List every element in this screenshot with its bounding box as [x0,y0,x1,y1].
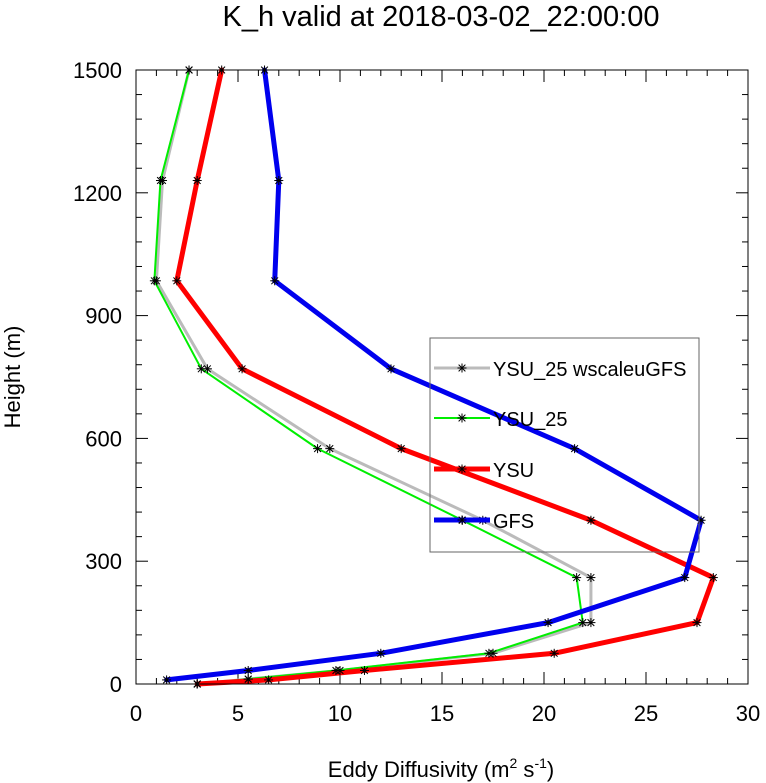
x-tick-label: 0 [130,701,142,726]
data-point-marker [680,573,690,583]
legend-marker [457,515,467,525]
legend-item: GFS [434,511,534,533]
data-point-marker [484,648,494,658]
chart-title: K_h valid at 2018-03-02_22:00:00 [223,1,660,33]
data-point-marker [313,444,323,454]
legend-box [429,337,700,553]
legend-marker [457,464,467,474]
y-tick-labels: 0 300 600 900 1200 1500 [73,58,122,697]
legend-item: YSU_25 wscaleuGFS [434,359,686,381]
y-tick-label: 600 [85,426,122,451]
legend-marker [457,363,467,373]
data-point-marker [586,573,596,583]
data-point-marker [325,444,335,454]
data-point-marker [274,176,284,186]
y-axis-title: Height (m) [0,326,25,429]
data-point-marker [237,364,247,374]
legend-label: YSU_25 [493,409,568,431]
data-point-marker [543,618,553,628]
legend-item: YSU [434,460,534,482]
data-point-marker [172,276,182,286]
data-point-marker [331,665,341,675]
legend-label: YSU [493,460,534,482]
data-point-marker [692,618,702,628]
data-point-marker [243,665,253,675]
x-tick-label: 5 [232,701,244,726]
legend-marker [457,413,467,423]
data-point-marker [549,648,559,658]
y-tick-label: 1200 [73,181,122,206]
x-tick-label: 20 [532,701,556,726]
data-point-marker [202,364,212,374]
y-tick-label: 300 [85,549,122,574]
data-point-marker [243,674,253,684]
data-point-marker [396,444,406,454]
y-tick-label: 900 [85,304,122,329]
y-tick-label: 1500 [73,58,122,83]
data-point-marker [586,515,596,525]
data-point-marker [570,444,580,454]
data-point-marker [578,618,588,628]
data-point-marker [386,364,396,374]
legend-label: YSU_25 wscaleuGFS [493,359,686,381]
data-point-marker [196,364,206,374]
legend: YSU_25 wscaleuGFS YSU_25 YSU GFS [429,337,700,553]
data-point-marker [708,573,718,583]
x-tick-label: 10 [328,701,352,726]
legend-label: GFS [493,511,534,533]
series-line-1 [153,69,584,685]
x-axis-title: Eddy Diffusivity (m2 s-1) [328,755,554,782]
data-point-marker [376,648,386,658]
legend-item: YSU_25 [434,409,568,431]
plot-frame [135,69,749,685]
data-point-marker [270,276,280,286]
x-tick-label: 25 [634,701,658,726]
data-point-marker [696,515,706,525]
data-point-marker [359,665,369,675]
data-point-marker [264,675,274,685]
series-line-2 [174,67,716,687]
data-point-marker [192,176,202,186]
data-point-marker [155,176,165,186]
series-markers [149,65,718,689]
x-tick-label: 30 [736,701,760,726]
y-tick-label: 0 [110,672,122,697]
data-point-marker [162,675,172,685]
x-tick-label: 15 [430,701,454,726]
data-point-marker [149,276,159,286]
data-point-marker [572,573,582,583]
x-tick-labels: 0 5 10 15 20 25 30 [130,701,760,726]
data-point-marker [586,618,596,628]
